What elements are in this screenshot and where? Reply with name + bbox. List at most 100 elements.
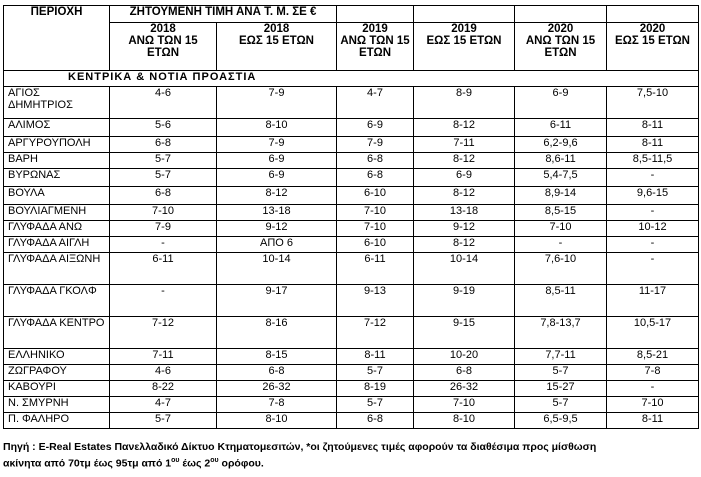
table-row: ΒΟΥΛΙΑΓΜΕΝΗ 7-10 13-18 7-10 13-18 8,5-15-: [3, 204, 699, 221]
price-cell: 7-9: [109, 220, 217, 237]
table-row: ΓΛΥΦΑΔΑ ΑΙΓΛΗ - ΑΠΟ 6 6-10 8-12- -: [3, 236, 699, 253]
region-name: ΒΟΥΛΙΑΓΜΕΝΗ: [3, 204, 110, 221]
region-name: ΖΩΓΡΑΦΟΥ: [3, 364, 110, 381]
table-row: ΒΟΥΛΑ 6-8 8-12 6-10 8-12 8,9-14 9,6-15: [3, 186, 699, 205]
price-cell: 8-12: [413, 236, 515, 253]
price-cell: 9-15: [413, 316, 515, 349]
price-cell: 8,5-11,5: [606, 152, 699, 169]
table-row: ΒΑΡΗ 5-7 6-9 6-8 8-12 8,6-11 8,5-11,5: [3, 152, 699, 169]
price-cell: -: [109, 284, 217, 317]
price-cell: 8-22: [109, 380, 217, 397]
price-cell: 6-8: [109, 186, 217, 205]
price-cell: 8-12: [216, 186, 337, 205]
column-age-group: ΕΩΣ 15 ΕΤΩΝ: [239, 35, 314, 47]
region-name: ΒΥΡΩΝΑΣ: [3, 168, 110, 187]
region-name: ΓΛΥΦΑΔΑ ΓΚΟΛΦ: [3, 284, 110, 317]
price-cell: 7-10: [109, 204, 217, 221]
price-cell: -: [606, 380, 699, 397]
region-name: ΚΑΒΟΥΡΙ: [3, 380, 110, 397]
price-title-header-blank: [336, 5, 414, 23]
price-cell: -: [514, 236, 607, 253]
footnote-line-2: ακίνητα από 70τμ έως 95τμ από 1ου έως 2ο…: [3, 457, 264, 470]
price-cell: 6-8: [109, 136, 217, 153]
price-cell: 8-11: [606, 412, 699, 429]
price-cell: 8-10: [413, 412, 515, 429]
price-cell: 8-15: [216, 348, 337, 365]
table-row: ΓΛΥΦΑΔΑ ΚΕΝΤΡΟ 7-12 8-16 7-12 9-15 7,8-13,7 10…: [3, 316, 699, 349]
region-name: Ν. ΣΜΥΡΝΗ: [3, 396, 110, 413]
region-name: ΓΛΥΦΑΔΑ ΑΝΩ: [3, 220, 110, 237]
region-name: ΒΟΥΛΑ: [3, 186, 110, 205]
price-cell: -: [606, 252, 699, 285]
price-cell: 5-7: [514, 396, 607, 413]
table-row: ΕΛΛΗΝΙΚΟ 7-11 8-15 8-11 10-20 7,7-11 8,5-21: [3, 348, 699, 365]
price-cell: 6-8: [336, 168, 414, 187]
price-cell: 7-12: [109, 316, 217, 349]
price-cell: 5-7: [336, 364, 414, 381]
price-cell: 7-10: [606, 396, 699, 413]
price-cell: 6-9: [413, 168, 515, 187]
price-title-header: ΖΗΤΟΥΜΕΝΗ ΤΙΜΗ ΑΝΑ Τ. Μ. ΣΕ €: [109, 5, 337, 23]
price-cell: 26-32: [216, 380, 337, 397]
price-cell: 10-20: [413, 348, 515, 365]
column-header-6: 2020 ΕΩΣ 15 ΕΤΩΝ: [606, 22, 699, 71]
price-cell: 7-8: [606, 364, 699, 381]
table-row: ΓΛΥΦΑΔΑ ΑΙΞΩΝΗ 6-11 10-14 6-11 10-14 7,6-10-: [3, 252, 699, 285]
price-cell: 7,6-10: [514, 252, 607, 285]
source-footnote: Πηγή : E-Real Estates Πανελλαδικό Δίκτυο…: [3, 441, 698, 471]
price-cell: 4-7: [109, 396, 217, 413]
table-row: ΑΡΓΥΡΟΥΠΟΛΗ 6-8 7-9 7-9 7-11 6,2-9,6 8-11: [3, 136, 699, 153]
price-cell: 5-7: [336, 396, 414, 413]
price-cell: 6-8: [336, 412, 414, 429]
section-title: ΚΕΝΤΡΙΚΑ & ΝΟΤΙΑ ΠΡΟΑΣΤΙΑ: [3, 70, 699, 87]
price-cell: 9,6-15: [606, 186, 699, 205]
price-cell: 6-10: [336, 186, 414, 205]
price-cell: 5-7: [514, 364, 607, 381]
price-cell: -: [606, 204, 699, 221]
table-row: ΓΛΥΦΑΔΑ ΓΚΟΛΦ -9-17 9-13 9-19 8,5-11 11-17: [3, 284, 699, 317]
price-cell: 6-9: [216, 152, 337, 169]
price-cell: 9-12: [216, 220, 337, 237]
price-cell: 8,5-21: [606, 348, 699, 365]
footnote-line-1: Πηγή : E-Real Estates Πανελλαδικό Δίκτυο…: [3, 441, 597, 453]
price-cell: 7-9: [216, 86, 337, 119]
price-cell: 15-27: [514, 380, 607, 397]
price-cell: 7-9: [216, 136, 337, 153]
region-name: ΓΛΥΦΑΔΑ ΑΙΞΩΝΗ: [3, 252, 110, 285]
price-cell: 7-10: [413, 396, 515, 413]
price-cell: 7-11: [413, 136, 515, 153]
price-cell: 6-11: [514, 118, 607, 137]
price-cell: 8,5-15: [514, 204, 607, 221]
price-cell: 5-6: [109, 118, 217, 137]
rent-price-table: ΠΕΡΙΟΧΗ ΖΗΤΟΥΜΕΝΗ ΤΙΜΗ ΑΝΑ Τ. Μ. ΣΕ € 20…: [3, 5, 699, 429]
price-cell: 11-17: [606, 284, 699, 317]
column-year: 2019: [362, 23, 388, 35]
price-cell: 8-10: [216, 412, 337, 429]
region-column-header: ΠΕΡΙΟΧΗ: [3, 5, 110, 71]
column-header-5: 2020 ΑΝΩ ΤΩΝ 15 ΕΤΩΝ: [514, 22, 607, 71]
price-cell: 7-10: [336, 220, 414, 237]
region-name: ΒΑΡΗ: [3, 152, 110, 169]
price-cell: 9-17: [216, 284, 337, 317]
column-year: 2020: [547, 23, 574, 35]
price-cell: 8-9: [413, 86, 515, 119]
price-cell: 8-10: [216, 118, 337, 137]
column-year: 2018: [263, 23, 290, 35]
region-name: ΕΛΛΗΝΙΚΟ: [3, 348, 110, 365]
price-cell: 26-32: [413, 380, 515, 397]
region-name: ΓΛΥΦΑΔΑ ΑΙΓΛΗ: [3, 236, 110, 253]
price-cell: 13-18: [413, 204, 515, 221]
table-row: ΑΓΙΟΣ ΔΗΜΗΤΡΙΟΣ 4-6 7-9 4-7 8-9 6-9 7,5-10: [3, 86, 699, 119]
price-cell: -: [606, 168, 699, 187]
price-cell: 6-9: [216, 168, 337, 187]
column-header-1: 2018 ΑΝΩ ΤΩΝ 15 ΕΤΩΝ: [109, 22, 217, 71]
price-cell: 5,4-7,5: [514, 168, 607, 187]
price-cell: 10-12: [606, 220, 699, 237]
price-cell: 6-8: [216, 364, 337, 381]
price-cell: 7-10: [514, 220, 607, 237]
price-cell: 8,6-11: [514, 152, 607, 169]
price-cell: 6,2-9,6: [514, 136, 607, 153]
price-cell: 7-8: [216, 396, 337, 413]
price-cell: 8,9-14: [514, 186, 607, 205]
price-cell: 6-10: [336, 236, 414, 253]
